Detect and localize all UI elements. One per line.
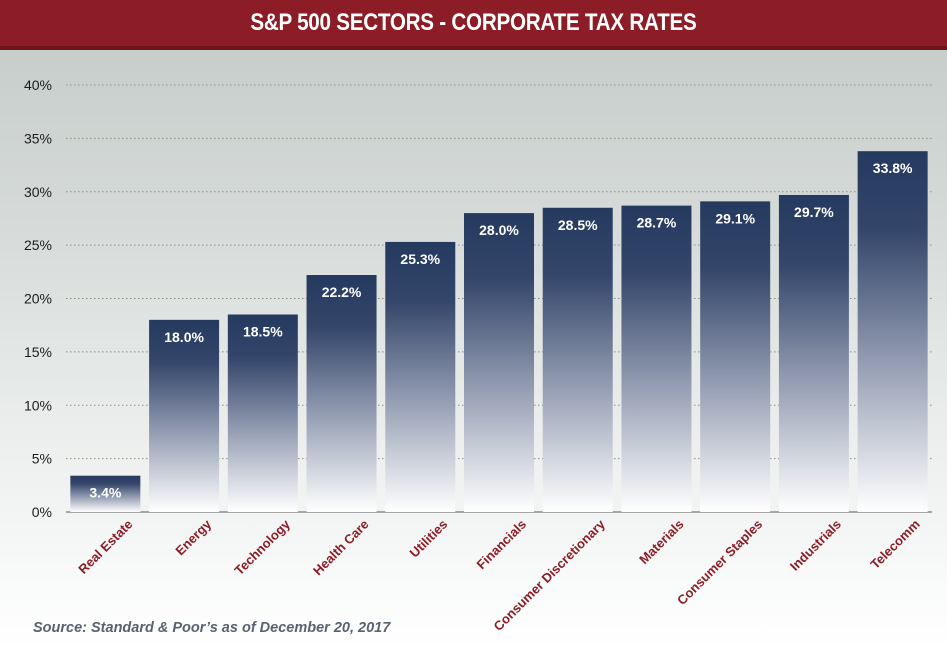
bar <box>307 275 377 512</box>
bar <box>228 315 298 512</box>
category-label: Energy <box>172 516 214 558</box>
data-label: 18.0% <box>164 329 204 345</box>
source-note: Source: Standard & Poor’s as of December… <box>33 620 390 636</box>
data-label: 22.2% <box>322 284 362 300</box>
bar <box>543 208 613 512</box>
y-tick-label: 25% <box>24 237 52 253</box>
data-label: 18.5% <box>243 324 283 340</box>
y-tick-label: 5% <box>32 451 52 467</box>
bar <box>149 320 219 512</box>
category-label: Financials <box>474 517 530 573</box>
data-label: 29.7% <box>794 204 834 220</box>
bar <box>779 195 849 512</box>
category-label: Consumer Staples <box>674 517 765 608</box>
y-tick-label: 0% <box>32 504 52 520</box>
y-tick-label: 10% <box>24 397 52 413</box>
bar <box>385 242 455 512</box>
bar <box>464 213 534 512</box>
y-tick-label: 30% <box>24 184 52 200</box>
data-label: 28.7% <box>637 215 677 231</box>
x-axis-ticks: Real Estate Energy Technology Health Care Ut… <box>75 516 922 634</box>
category-label: Health Care <box>310 517 372 579</box>
category-label: Materials <box>636 517 686 567</box>
bar <box>858 151 928 512</box>
data-label: 3.4% <box>89 485 121 501</box>
data-label: 28.5% <box>558 217 598 233</box>
data-label: 33.8% <box>873 160 913 176</box>
bar <box>700 201 770 512</box>
category-label: Real Estate <box>75 517 135 577</box>
y-tick-label: 40% <box>24 77 52 93</box>
category-label: Telecomm <box>867 517 922 572</box>
category-label: Utilities <box>407 517 451 561</box>
data-label: 28.0% <box>479 222 519 238</box>
y-axis-ticks: 0% 5% 10% 15% 20% 25% 30% 35% 40% <box>24 77 52 520</box>
y-tick-label: 20% <box>24 291 52 307</box>
data-label: 29.1% <box>715 210 755 226</box>
category-label: Industrials <box>787 517 844 574</box>
bar <box>621 206 691 512</box>
y-tick-label: 35% <box>24 130 52 146</box>
category-label: Technology <box>231 516 293 578</box>
y-tick-label: 15% <box>24 344 52 360</box>
data-label: 25.3% <box>400 251 440 267</box>
